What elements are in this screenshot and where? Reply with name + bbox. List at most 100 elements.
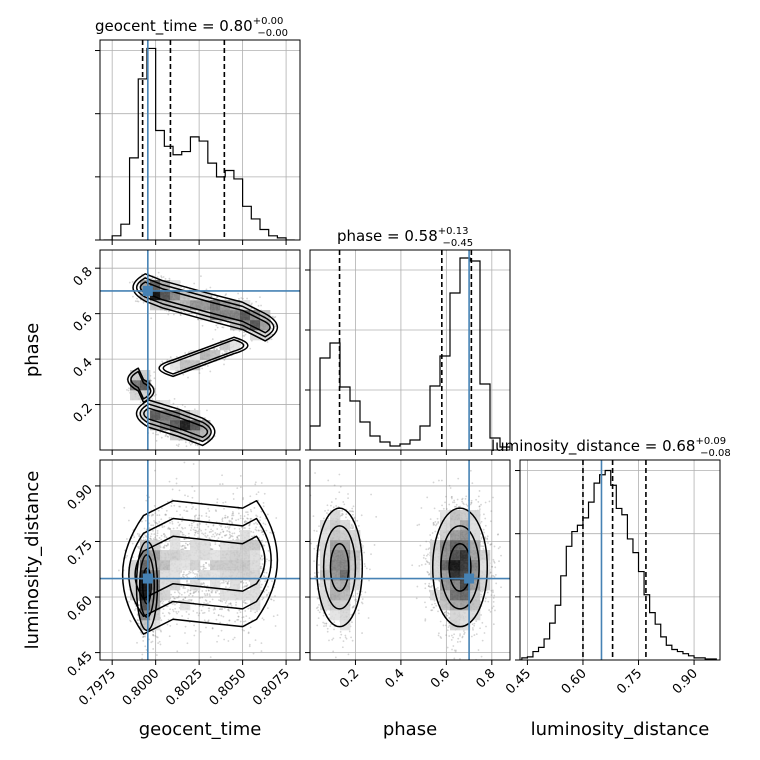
sample-point (158, 521, 161, 523)
sample-point (261, 617, 264, 620)
histogram-phase (310, 250, 510, 450)
density-cell (240, 320, 251, 331)
sample-point (245, 511, 247, 514)
sample-point (162, 276, 165, 278)
sample-point (126, 538, 128, 540)
sample-point (192, 506, 194, 508)
sample-point (176, 612, 178, 615)
density-cell (250, 320, 261, 331)
sample-point (152, 514, 155, 516)
histogram-step (103, 47, 295, 240)
sample-point (163, 525, 166, 528)
title-median: 0.58 (404, 227, 437, 245)
sample-point (208, 565, 211, 567)
title-luminosity-distance: luminosity_distance = 0.68+0.09 −0.08 (491, 436, 731, 459)
sample-point (216, 498, 219, 500)
sample-point (221, 582, 223, 584)
sample-point (198, 517, 201, 520)
sample-point (257, 304, 260, 307)
density-cell (150, 290, 161, 301)
sample-point (221, 670, 223, 672)
sample-point (171, 522, 174, 525)
sample-point (271, 315, 274, 318)
sample-point (257, 529, 260, 532)
sample-point (246, 584, 249, 586)
sample-point (262, 502, 265, 504)
sample-point (175, 510, 178, 513)
contour-line (127, 367, 155, 404)
sample-point (265, 558, 268, 561)
sample-point (236, 612, 239, 614)
sample-point (179, 314, 182, 316)
sample-point (154, 387, 156, 390)
sample-point (272, 599, 275, 602)
sample-point (236, 536, 239, 539)
sample-point (181, 516, 184, 519)
sample-point (167, 435, 170, 438)
sample-point (247, 517, 249, 520)
density-cell (160, 410, 171, 421)
sample-point (163, 535, 166, 538)
sample-point (172, 603, 174, 605)
sample-point (197, 536, 199, 539)
contour-line (162, 338, 245, 375)
sample-point (208, 607, 211, 610)
sample-point (179, 505, 182, 508)
sample-point (249, 610, 252, 613)
sample-point (248, 645, 251, 648)
sample-point (262, 618, 265, 621)
sample-point (254, 639, 257, 642)
sample-point (209, 370, 212, 373)
sample-point (224, 514, 227, 517)
sample-point (226, 530, 229, 532)
sample-point (274, 325, 277, 328)
sample-point (194, 443, 197, 446)
contour-line (135, 277, 275, 338)
sample-point (162, 600, 165, 603)
sample-point (205, 288, 208, 291)
sample-point (188, 351, 191, 353)
sample-point (186, 579, 188, 582)
sample-point (222, 501, 225, 504)
sample-point (165, 536, 168, 539)
sample-point (207, 620, 210, 623)
sample-point (209, 594, 211, 597)
sample-point (224, 501, 227, 504)
sample-point (219, 621, 222, 624)
sample-point (224, 294, 227, 297)
sample-point (165, 513, 168, 516)
sample-point (229, 603, 232, 606)
sample-point (196, 611, 198, 614)
sample-point (226, 583, 229, 585)
sample-point (210, 294, 212, 297)
sample-point (228, 530, 230, 533)
sample-point (247, 607, 250, 610)
sample-point (184, 596, 187, 599)
density-cell (210, 310, 221, 321)
density-cell (130, 390, 141, 401)
sample-point (183, 545, 186, 547)
sample-point (180, 593, 183, 596)
sample-point (197, 318, 200, 321)
sample-point (241, 334, 244, 337)
sample-point (166, 435, 169, 438)
sample-point (167, 542, 169, 545)
sample-point (156, 514, 159, 517)
density-cell (260, 330, 271, 341)
sample-point (255, 300, 258, 303)
sample-point (202, 582, 205, 584)
sample-point (167, 611, 170, 614)
density-cell (230, 310, 241, 321)
density-cell (140, 370, 151, 381)
sample-point (236, 536, 239, 538)
sample-point (162, 546, 165, 549)
sample-point (216, 296, 219, 299)
sample-point (237, 615, 240, 618)
contour-line (143, 407, 209, 439)
sample-point (267, 585, 269, 588)
sample-point (261, 563, 264, 565)
sample-point (221, 483, 224, 485)
sample-point (243, 520, 246, 523)
sample-point (157, 433, 159, 436)
sample-point (194, 576, 197, 578)
